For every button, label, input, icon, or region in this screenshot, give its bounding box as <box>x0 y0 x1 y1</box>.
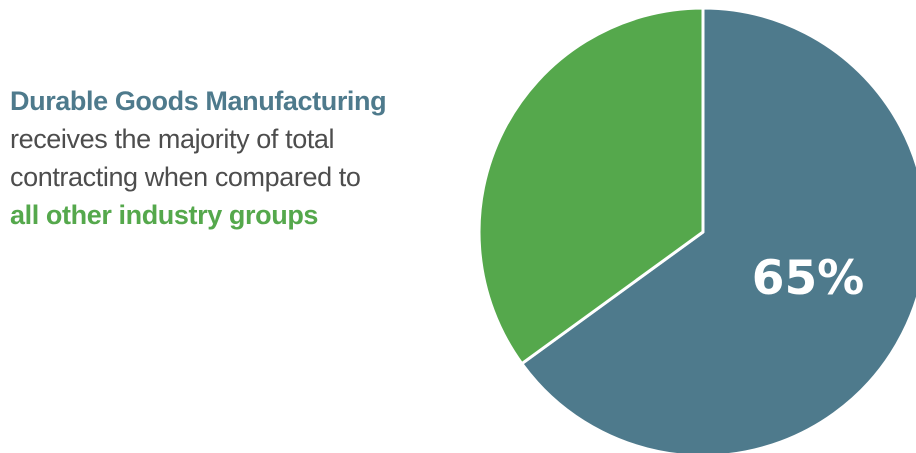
caption-text: Durable Goods Manufacturing receives the… <box>10 82 470 234</box>
caption-accent: all other industry groups <box>10 200 319 230</box>
caption-line-3: contracting when compared to <box>10 162 361 192</box>
pie-slice-1 <box>520 6 916 453</box>
caption-headline: Durable Goods Manufacturing <box>10 86 387 116</box>
pie-slice-label-1: 65% <box>752 251 865 306</box>
pie-slices <box>477 6 916 453</box>
caption-line-2: receives the majority of total <box>10 124 335 154</box>
pie-slice-2 <box>477 6 705 366</box>
pie-labels: 65% <box>752 251 865 306</box>
